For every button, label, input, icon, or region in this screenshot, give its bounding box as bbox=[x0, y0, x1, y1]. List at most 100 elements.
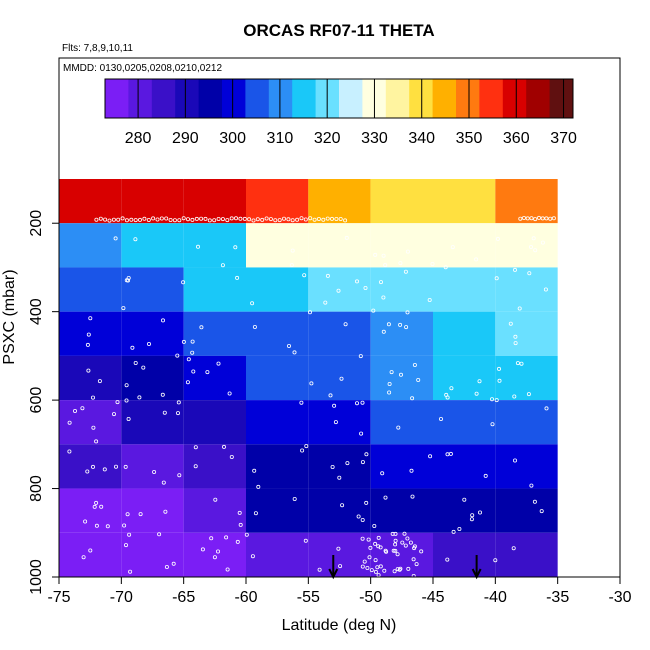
heatmap-cell bbox=[246, 223, 309, 268]
data-point bbox=[365, 566, 370, 571]
heatmap-cells bbox=[59, 179, 558, 577]
heatmap-cell bbox=[308, 311, 371, 356]
colorbar-segment bbox=[128, 79, 153, 118]
heatmap-cell bbox=[121, 179, 184, 224]
colorbar-tick-label: 340 bbox=[408, 130, 435, 147]
colorbar: 280 290 300 310 320 330 340 350 360 370 bbox=[104, 78, 577, 147]
data-point bbox=[445, 557, 450, 562]
data-point bbox=[403, 269, 408, 274]
data-point bbox=[229, 216, 234, 221]
data-point bbox=[529, 483, 534, 488]
data-point bbox=[508, 321, 513, 326]
data-point bbox=[181, 280, 186, 285]
data-point bbox=[497, 378, 502, 383]
data-point bbox=[303, 538, 308, 543]
heatmap-cell bbox=[183, 532, 246, 577]
data-point bbox=[190, 217, 195, 222]
data-point bbox=[462, 497, 467, 502]
data-point bbox=[360, 564, 365, 569]
colorbar-segment bbox=[502, 79, 527, 118]
heatmap-cell bbox=[121, 355, 184, 401]
heatmap-cell bbox=[246, 444, 309, 489]
colorbar-segment bbox=[385, 79, 410, 118]
data-point bbox=[334, 216, 339, 221]
data-point bbox=[544, 406, 549, 411]
data-point bbox=[403, 543, 408, 548]
data-point bbox=[244, 532, 249, 537]
data-point bbox=[220, 217, 225, 222]
data-point bbox=[190, 339, 195, 344]
data-point bbox=[85, 469, 90, 474]
data-point bbox=[428, 454, 433, 459]
x-tick-label: -40 bbox=[484, 589, 507, 606]
data-point bbox=[172, 218, 177, 223]
data-point bbox=[207, 218, 212, 223]
data-point bbox=[338, 564, 343, 569]
data-point bbox=[286, 343, 291, 348]
data-point bbox=[205, 370, 210, 375]
data-point bbox=[438, 416, 443, 421]
data-point bbox=[410, 396, 415, 401]
data-point bbox=[366, 537, 371, 542]
data-point bbox=[451, 529, 456, 534]
heatmap-cell bbox=[495, 444, 558, 489]
data-point bbox=[114, 464, 119, 469]
data-point bbox=[168, 217, 173, 222]
data-point bbox=[405, 249, 410, 254]
heatmap-cell bbox=[308, 355, 371, 401]
heatmap-cell bbox=[370, 179, 433, 224]
colorbar-segment bbox=[175, 79, 200, 118]
data-point bbox=[430, 261, 435, 266]
data-point bbox=[380, 471, 385, 476]
data-point bbox=[98, 216, 103, 221]
data-point bbox=[99, 504, 104, 509]
data-point bbox=[474, 257, 479, 262]
heatmap-cell bbox=[246, 355, 309, 401]
data-point bbox=[356, 514, 361, 519]
flights-note: Flts: 7,8,9,10,11 bbox=[62, 43, 133, 54]
data-point bbox=[383, 263, 388, 268]
data-point bbox=[127, 532, 132, 537]
data-point bbox=[107, 218, 112, 223]
colorbar-segment bbox=[479, 79, 504, 118]
data-point bbox=[373, 558, 378, 563]
observation-dots bbox=[67, 215, 556, 579]
data-point bbox=[91, 395, 96, 400]
data-point bbox=[124, 543, 129, 548]
heatmap-cell bbox=[495, 400, 558, 445]
data-point bbox=[190, 350, 195, 355]
data-point bbox=[381, 295, 386, 300]
data-point bbox=[529, 216, 534, 221]
data-point bbox=[185, 217, 190, 222]
colorbar-tick-label: 280 bbox=[125, 130, 152, 147]
data-point bbox=[469, 517, 474, 522]
heatmap-cell bbox=[433, 179, 496, 224]
data-point bbox=[91, 425, 96, 430]
data-point bbox=[512, 394, 517, 399]
data-point bbox=[395, 567, 400, 572]
data-point bbox=[128, 569, 133, 574]
data-point bbox=[195, 244, 200, 249]
data-point bbox=[200, 547, 205, 552]
data-point bbox=[299, 216, 304, 221]
data-point bbox=[522, 215, 527, 220]
data-point bbox=[525, 216, 530, 221]
data-point bbox=[359, 431, 364, 436]
data-point bbox=[386, 322, 391, 327]
data-point bbox=[526, 392, 531, 397]
heatmap-cell bbox=[370, 400, 433, 445]
data-point bbox=[477, 510, 482, 515]
data-point bbox=[251, 218, 256, 223]
data-point bbox=[191, 369, 196, 374]
data-point bbox=[242, 216, 247, 221]
data-point bbox=[215, 549, 220, 554]
data-point bbox=[209, 536, 214, 541]
data-point bbox=[378, 280, 383, 285]
data-point bbox=[85, 342, 90, 347]
data-point bbox=[224, 535, 229, 540]
heatmap-cell bbox=[183, 223, 246, 268]
data-point bbox=[411, 557, 416, 562]
heatmap-cell bbox=[433, 400, 496, 445]
data-point bbox=[398, 372, 403, 377]
y-axis: 200 400 600 800 1000 bbox=[28, 210, 59, 595]
